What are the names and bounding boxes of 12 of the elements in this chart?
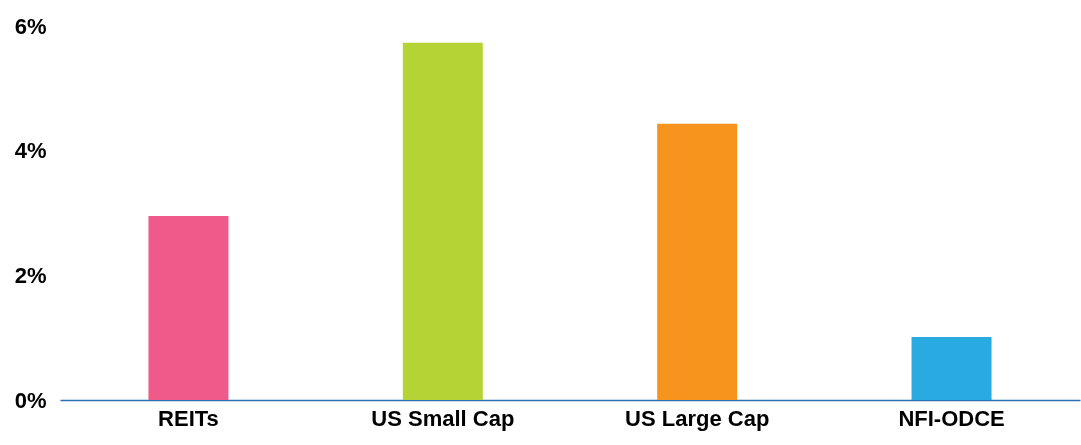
y-tick-label: 4% <box>14 138 47 164</box>
y-tick-label: 0% <box>14 387 47 413</box>
bar <box>657 123 738 400</box>
y-tick-label: 2% <box>14 262 47 288</box>
y-tick-label: 6% <box>14 13 47 39</box>
x-tick-label: REITs <box>158 405 219 431</box>
bar <box>148 216 229 400</box>
x-tick-label: US Large Cap <box>625 405 770 431</box>
x-tick-label: US Small Cap <box>371 405 515 431</box>
bar <box>911 337 992 400</box>
bar <box>402 42 483 400</box>
x-tick-label: NFI-ODCE <box>898 405 1005 431</box>
